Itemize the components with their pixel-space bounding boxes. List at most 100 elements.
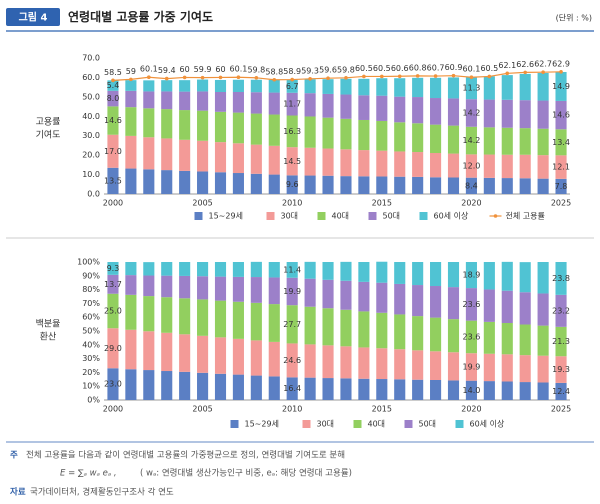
bar-segment [161,138,173,171]
bar-segment [268,174,280,194]
bar-segment [232,112,244,144]
bar-segment [483,99,495,128]
y-tick-label: 80% [82,285,100,294]
bar-segment [322,79,334,94]
bar-segment [537,128,549,156]
bar-segment [519,324,531,356]
panel-label: 기여도 [36,129,61,141]
bar-segment [376,95,388,121]
bar-segment [125,107,137,136]
bar-segment [125,80,137,91]
total-label: 58.5 [104,68,122,77]
total-point [326,76,330,81]
legend-swatch [317,212,326,220]
panel-label: 백분율 [36,319,61,330]
bar-segment [107,293,119,329]
legend-label: 60세 이상 [434,211,469,221]
y-tick-label: 0% [87,396,100,405]
bar-segment [412,350,424,380]
x-tick-label: 2015 [372,199,392,208]
bar-segment [340,78,352,95]
legend-label: 15~29세 [245,420,279,429]
bar-segment [125,275,137,295]
bar-segment [232,79,244,92]
bar-segment [250,79,262,93]
bar-segment [358,150,370,177]
bar-segment [214,300,227,338]
bar-segment [447,262,460,288]
bar-segment [501,381,513,400]
total-point [200,75,205,80]
value-label: 6.7 [286,82,299,91]
total-point [433,74,438,78]
bar-segment [537,325,549,356]
bar-segment [555,178,567,194]
total-label: 60.5 [355,64,373,73]
bar-segment [214,172,227,194]
bar-segment [161,109,173,139]
bar-segment [268,79,280,93]
bar-segment [286,305,298,344]
y-tick-label: 20.0 [82,151,100,160]
bar-segment [286,277,298,306]
bar-segment [268,145,280,175]
value-label: 16.3 [283,127,301,136]
bar-segment [430,379,442,400]
bar-segment [322,117,334,149]
total-point [129,77,133,82]
bar-segment [465,262,477,289]
bar-segment [394,283,406,315]
x-tick-label: 2000 [103,405,123,414]
bar-segment [143,137,155,170]
panel-label: 환산 [40,331,57,343]
bar-segment [304,175,316,194]
bar-segment [483,289,495,322]
bar-segment [322,345,334,379]
legend-swatch [230,420,239,428]
bar-segment [197,372,209,400]
legend-swatch [419,212,428,220]
bar-segment [501,154,513,179]
bar-segment [465,288,477,321]
total-label: 59.3 [301,66,319,75]
bar-segment [340,280,352,310]
bar-segment [519,292,531,325]
bar-segment [107,368,119,400]
total-point [218,75,223,80]
formula-note: ( wₐ: 연령대별 생산가능인구 비중, eₐ: 해당 연령대 고용률) [140,468,352,479]
legend-label: 전체 고용률 [506,211,545,221]
value-label: 25.0 [104,306,122,315]
bar-segment [340,309,352,347]
unit: (단위 : %) [556,13,592,23]
y-tick-label: 90% [82,271,100,280]
bar-segment [537,178,549,194]
value-label: 14.6 [552,111,570,120]
bar-segment [483,353,495,382]
value-label: 29.0 [104,344,122,353]
bar-segment [358,311,370,348]
bar-segment [465,77,477,100]
bar-segment [555,129,567,156]
total-label: 58.8 [265,67,283,76]
bar-segment [322,148,334,176]
bar-segment [412,379,424,400]
bar-segment [465,177,477,194]
y-tick-label: 70.0 [82,54,100,63]
bar-segment [501,75,513,100]
bar-segment [358,176,370,194]
bar-segment [394,349,406,380]
legend-swatch [266,212,275,220]
x-tick-label: 2015 [372,405,392,414]
bar-segment [107,274,119,294]
value-label: 19.9 [283,287,301,296]
bar-segment [161,332,173,372]
bar-segment [286,377,298,400]
bar-segment [340,378,352,400]
legend-swatch [302,420,311,428]
bar-segment [483,381,495,400]
bar-segment [376,261,388,283]
value-label: 7.8 [555,182,568,191]
bar-segment [161,371,173,400]
bar-segment [304,278,316,307]
bar-segment [286,262,298,278]
